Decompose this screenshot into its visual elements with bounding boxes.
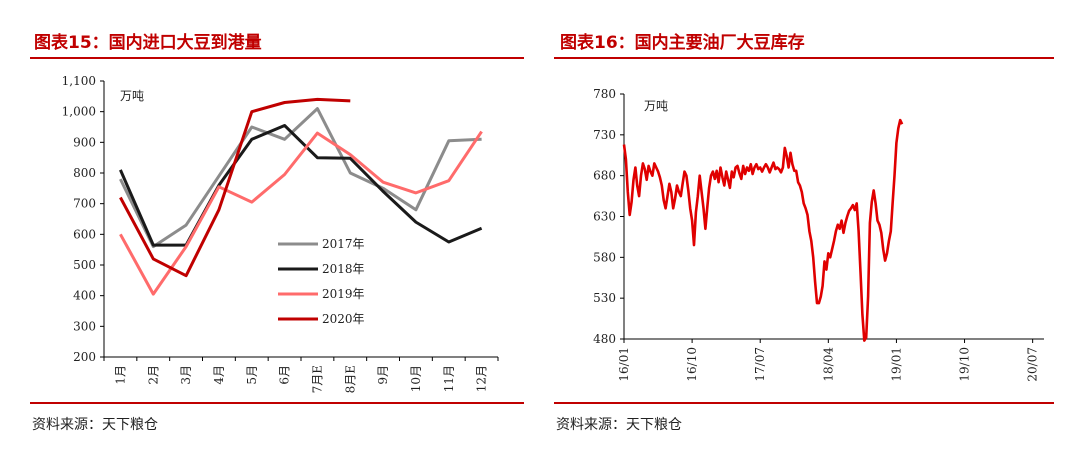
x-tick-label: 8月E xyxy=(343,365,357,393)
legend-label: 2020年 xyxy=(322,312,365,326)
series-line-2018年 xyxy=(119,124,483,247)
y-tick-label: 680 xyxy=(593,169,616,183)
inventory-line-chart: 480 530 580 630 680 730 780 16/01 16/10 17/07 18/0… xyxy=(593,87,1044,382)
y-tick-label: 600 xyxy=(73,227,96,241)
y-tick-label: 700 xyxy=(73,197,96,211)
x-tick-label: 2月 xyxy=(146,365,160,385)
x-tick-label: 4月 xyxy=(212,365,226,385)
y-tick-label: 400 xyxy=(73,289,96,303)
legend-label: 2019年 xyxy=(322,287,365,301)
chart-title: 图表15：国内进口大豆到港量 xyxy=(34,33,262,53)
x-tick-label: 3月 xyxy=(179,365,193,385)
x-tick-label: 19/01 xyxy=(889,347,903,382)
x-tick-label: 19/10 xyxy=(958,347,972,382)
source-rule xyxy=(30,402,524,404)
series-line-2020年 xyxy=(119,97,351,278)
y-tick-label: 900 xyxy=(73,135,96,149)
y-tick-label: 1,100 xyxy=(62,74,96,88)
y-tick-label: 730 xyxy=(593,128,616,142)
y-tick-label: 200 xyxy=(73,350,96,364)
x-tick-label: 11月 xyxy=(442,365,456,392)
x-tick-label: 18/04 xyxy=(821,347,835,382)
x-tick-label: 16/01 xyxy=(617,347,631,382)
x-tick-label: 9月 xyxy=(376,365,390,385)
x-tick-label: 20/07 xyxy=(1026,347,1040,382)
series-line-2019年 xyxy=(119,130,483,296)
arrivals-line-chart: 200 300 400 500 600 700 800 900 1,000 1,100 1月 2月 3月… xyxy=(62,74,499,393)
source-rule xyxy=(554,402,1054,404)
inventory-series-line xyxy=(622,118,904,342)
left-chart-panel: 图表15：国内进口大豆到港量 200 300 400 500 600 700 800 900 1… xyxy=(30,33,524,433)
legend-label: 2018年 xyxy=(322,262,365,276)
series-line-2017年 xyxy=(119,107,482,249)
chart-title: 图表16：国内主要油厂大豆库存 xyxy=(560,33,805,53)
y-tick-label: 480 xyxy=(593,332,616,346)
y-tick-label: 780 xyxy=(593,87,616,101)
x-tick-label: 6月 xyxy=(278,365,292,385)
y-tick-label: 1,000 xyxy=(62,105,96,119)
y-tick-label: 300 xyxy=(73,319,96,333)
y-tick-label: 530 xyxy=(593,291,616,305)
title-rule xyxy=(30,57,524,59)
x-tick-label: 17/07 xyxy=(753,347,767,382)
x-tick-label: 7月E xyxy=(310,365,324,393)
x-tick-label: 12月 xyxy=(475,365,489,392)
y-tick-label: 580 xyxy=(593,250,616,264)
y-tick-label: 500 xyxy=(73,258,96,272)
x-tick-label: 5月 xyxy=(245,365,259,385)
y-tick-label: 630 xyxy=(593,210,616,224)
unit-label: 万吨 xyxy=(120,89,144,103)
title-rule xyxy=(554,57,1054,59)
legend-label: 2017年 xyxy=(322,237,365,251)
x-tick-label: 10月 xyxy=(409,365,423,392)
x-tick-label: 1月 xyxy=(113,365,127,385)
source-note: 资料来源：天下粮仓 xyxy=(556,417,682,433)
source-note: 资料来源：天下粮仓 xyxy=(32,417,158,433)
x-tick-label: 16/10 xyxy=(685,347,699,382)
y-tick-label: 800 xyxy=(73,166,96,180)
right-chart-panel: 图表16：国内主要油厂大豆库存 480 530 580 630 680 730 780 16/… xyxy=(540,0,1080,464)
unit-label: 万吨 xyxy=(644,99,668,113)
